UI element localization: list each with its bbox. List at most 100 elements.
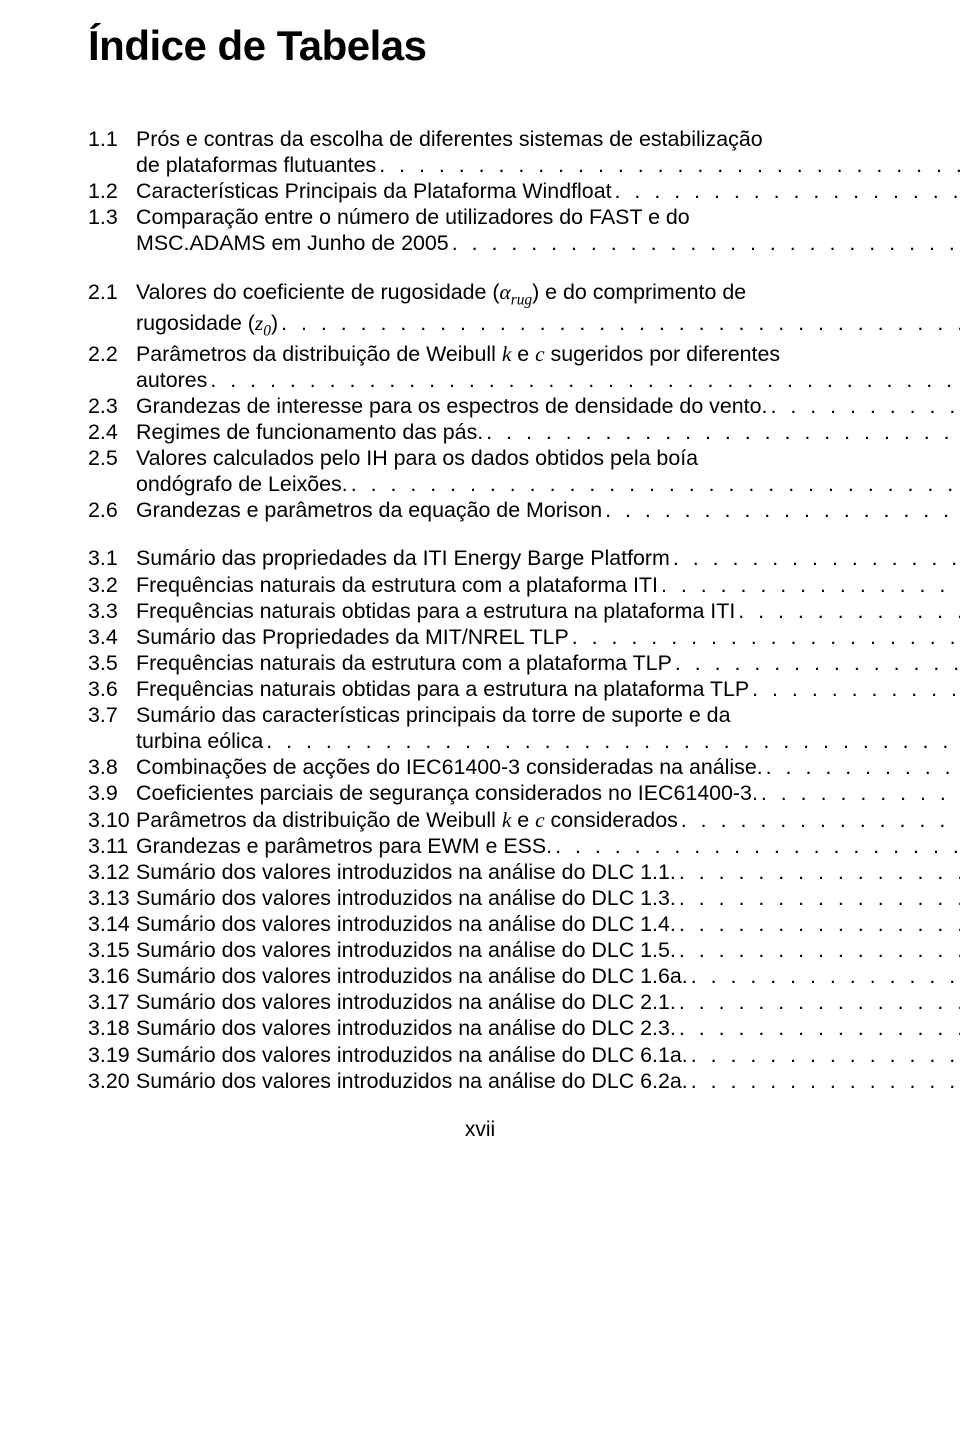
- entry-line: Valores calculados pelo IH para os dados…: [136, 445, 960, 471]
- toc-entry: 2.6Grandezas e parâmetros da equação de …: [88, 497, 872, 523]
- entry-number: 3.5: [88, 650, 136, 676]
- entry-text: Sumário dos valores introduzidos na anál…: [136, 1068, 688, 1094]
- leader-dots: [688, 963, 960, 989]
- entry-number: 3.11: [88, 833, 136, 859]
- entry-number: 3.18: [88, 1015, 136, 1041]
- toc-entry: 3.14Sumário dos valores introduzidos na …: [88, 911, 872, 937]
- entry-text: Sumário dos valores introduzidos na anál…: [136, 989, 676, 1015]
- entry-number: 2.4: [88, 419, 136, 445]
- entry-text-wrap: Parâmetros da distribuição de Weibull k …: [136, 341, 960, 393]
- leader-dots: [676, 859, 960, 885]
- entry-number: 3.3: [88, 598, 136, 624]
- entry-text-wrap: Grandezas e parâmetros da equação de Mor…: [136, 497, 960, 523]
- entry-number: 2.1: [88, 279, 136, 305]
- leader-dots: [449, 230, 960, 256]
- toc-entry: 3.17Sumário dos valores introduzidos na …: [88, 989, 872, 1015]
- entry-number: 3.4: [88, 624, 136, 650]
- entry-text: Sumário das características principais d…: [136, 702, 730, 728]
- entry-number: 2.3: [88, 393, 136, 419]
- entry-number: 1.2: [88, 178, 136, 204]
- entry-line: Frequências naturais da estrutura com a …: [136, 572, 960, 598]
- leader-dots: [676, 1015, 960, 1041]
- entry-text-wrap: Sumário dos valores introduzidos na anál…: [136, 1068, 960, 1094]
- entry-text: Sumário dos valores introduzidos na anál…: [136, 911, 676, 937]
- entry-line: Sumário dos valores introduzidos na anál…: [136, 911, 960, 937]
- toc-entry: 2.1Valores do coeficiente de rugosidade …: [88, 279, 872, 341]
- toc-entry: 1.2Características Principais da Platafo…: [88, 178, 872, 204]
- entry-number: 3.2: [88, 572, 136, 598]
- toc-entry: 3.7Sumário das características principai…: [88, 702, 872, 754]
- entry-line: Sumário dos valores introduzidos na anál…: [136, 1015, 960, 1041]
- entry-number: 3.17: [88, 989, 136, 1015]
- entry-text: de plataformas flutuantes: [136, 152, 376, 178]
- entry-text: Sumário dos valores introduzidos na anál…: [136, 1015, 676, 1041]
- entry-line: autores65: [136, 367, 960, 393]
- entry-text-wrap: Sumário dos valores introduzidos na anál…: [136, 1015, 960, 1041]
- entry-text: Características Principais da Plataforma…: [136, 178, 612, 204]
- entry-line: ondógrafo de Leixões.88: [136, 471, 960, 497]
- toc-entry: 1.3Comparação entre o número de utilizad…: [88, 204, 872, 256]
- entry-text-wrap: Sumário das características principais d…: [136, 702, 960, 754]
- entry-text-wrap: Valores calculados pelo IH para os dados…: [136, 445, 960, 497]
- entry-number: 3.8: [88, 754, 136, 780]
- entry-text-wrap: Grandezas de interesse para os espectros…: [136, 393, 960, 419]
- entry-text-wrap: Prós e contras da escolha de diferentes …: [136, 126, 960, 178]
- entry-text: Grandezas de interesse para os espectros…: [136, 393, 762, 419]
- leader-dots: [672, 650, 960, 676]
- entry-text: turbina eólica: [136, 728, 263, 754]
- entry-text: Combinações de acções do IEC61400-3 cons…: [136, 754, 763, 780]
- leader-dots: [676, 885, 960, 911]
- toc-entry: 3.6Frequências naturais obtidas para a e…: [88, 676, 872, 702]
- leader-dots: [676, 989, 960, 1015]
- toc-entry: 3.15Sumário dos valores introduzidos na …: [88, 937, 872, 963]
- toc-entry: 2.2Parâmetros da distribuição de Weibull…: [88, 341, 872, 393]
- entry-number: 3.9: [88, 780, 136, 806]
- entry-text-wrap: Comparação entre o número de utilizadore…: [136, 204, 960, 256]
- entry-text: Frequências naturais da estrutura com a …: [136, 650, 672, 676]
- entry-line: turbina eólica104: [136, 728, 960, 754]
- toc-entry: 3.10Parâmetros da distribuição de Weibul…: [88, 807, 872, 833]
- leader-dots: [376, 152, 960, 178]
- entry-text: Regimes de funcionamento das pás.: [136, 419, 483, 445]
- entry-text-wrap: Sumário dos valores introduzidos na anál…: [136, 963, 960, 989]
- entry-text-wrap: Valores do coeficiente de rugosidade (αr…: [136, 279, 960, 341]
- entry-text: Sumário dos valores introduzidos na anál…: [136, 1042, 688, 1068]
- entry-text-wrap: Parâmetros da distribuição de Weibull k …: [136, 807, 960, 833]
- entry-number: 2.2: [88, 341, 136, 367]
- entry-line: Frequências naturais obtidas para a estr…: [136, 676, 960, 702]
- leader-dots: [263, 728, 960, 754]
- entry-line: Sumário dos valores introduzidos na anál…: [136, 859, 960, 885]
- entry-line: rugosidade (z0)62: [136, 310, 960, 341]
- entry-text-wrap: Sumário das propriedades da ITI Energy B…: [136, 545, 960, 571]
- toc-entry: 3.11Grandezas e parâmetros para EWM e ES…: [88, 833, 872, 859]
- entry-line: Coeficientes parciais de segurança consi…: [136, 780, 960, 806]
- toc-entry: 3.13Sumário dos valores introduzidos na …: [88, 885, 872, 911]
- entry-line: Prós e contras da escolha de diferentes …: [136, 126, 960, 152]
- toc-group: 3.1Sumário das propriedades da ITI Energ…: [88, 545, 872, 1093]
- entry-text: MSC.ADAMS em Junho de 2005: [136, 230, 449, 256]
- leader-dots: [676, 937, 960, 963]
- entry-text-wrap: Regimes de funcionamento das pás.80: [136, 419, 960, 445]
- toc-entry: 3.1Sumário das propriedades da ITI Energ…: [88, 545, 872, 571]
- toc-entry: 2.5Valores calculados pelo IH para os da…: [88, 445, 872, 497]
- entry-number: 3.14: [88, 911, 136, 937]
- entry-number: 3.16: [88, 963, 136, 989]
- entry-text: Frequências naturais obtidas para a estr…: [136, 598, 735, 624]
- entry-line: Regimes de funcionamento das pás.80: [136, 419, 960, 445]
- leader-dots: [678, 807, 960, 833]
- leader-dots: [569, 624, 960, 650]
- toc-entry: 3.12Sumário dos valores introduzidos na …: [88, 859, 872, 885]
- toc-entry: 1.1Prós e contras da escolha de diferent…: [88, 126, 872, 178]
- entry-number: 3.12: [88, 859, 136, 885]
- entry-text: rugosidade (z0): [136, 310, 278, 341]
- leader-dots: [278, 310, 960, 336]
- leader-dots: [658, 572, 960, 598]
- toc-group: 1.1Prós e contras da escolha de diferent…: [88, 126, 872, 257]
- entry-text-wrap: Características Principais da Plataforma…: [136, 178, 960, 204]
- entry-text: Valores calculados pelo IH para os dados…: [136, 445, 698, 471]
- entry-line: Grandezas e parâmetros da equação de Mor…: [136, 497, 960, 523]
- page-title: Índice de Tabelas: [88, 22, 872, 70]
- entry-text-wrap: Coeficientes parciais de segurança consi…: [136, 780, 960, 806]
- entry-line: Sumário dos valores introduzidos na anál…: [136, 1068, 960, 1094]
- entry-text: Grandezas e parâmetros para EWM e ESS.: [136, 833, 552, 859]
